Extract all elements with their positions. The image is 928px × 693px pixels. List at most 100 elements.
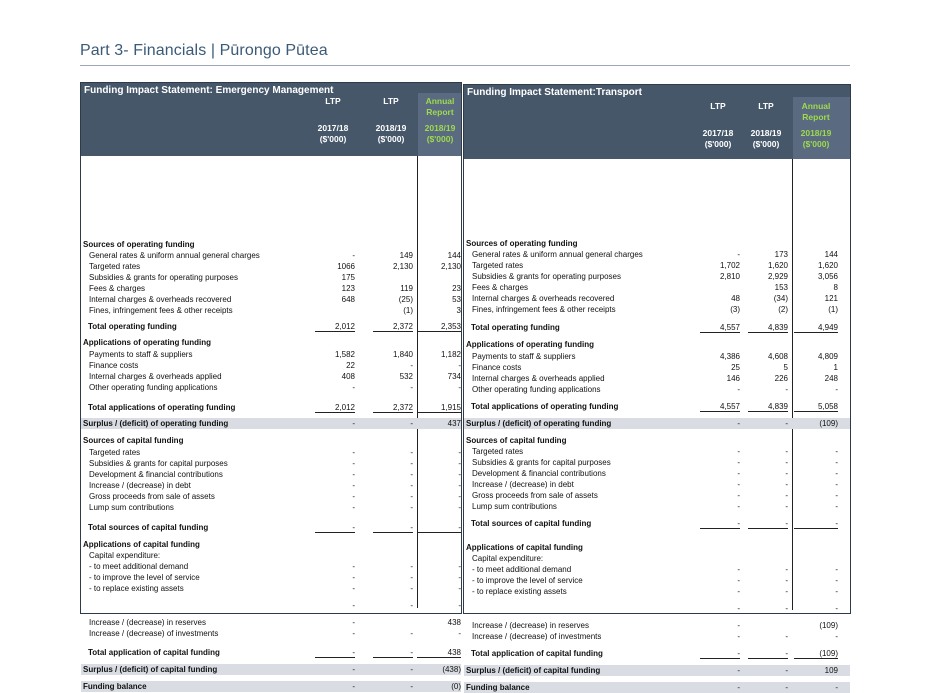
- em-row-value-col2: -: [410, 361, 413, 370]
- transport-row-label: - to meet additional demand: [472, 565, 572, 574]
- em-row-value-col2: -: [410, 481, 413, 490]
- transport-row-label: Applications of operating funding: [466, 340, 594, 349]
- em-table-row: Lump sum contributions - - -: [81, 502, 461, 513]
- transport-total-underline: [748, 332, 788, 333]
- em-table-header: Funding Impact Statement: Emergency Mana…: [81, 83, 461, 156]
- transport-row-value-col1: 2,810: [719, 272, 740, 281]
- em-table-title: Funding Impact Statement: Emergency Mana…: [84, 85, 334, 96]
- em-row-value-col3: -: [458, 562, 461, 571]
- transport-column-header-2-line-4: ($'000): [752, 139, 780, 149]
- transport-row-label: Gross proceeds from sale of assets: [472, 491, 598, 500]
- transport-table-row: Subsidies & grants for capital purposes -…: [464, 457, 850, 468]
- em-annual-report-highlight: [418, 93, 461, 156]
- transport-row-value-col1: -: [737, 385, 740, 394]
- em-total-underline: [417, 412, 461, 413]
- em-row-label: Development & financial contributions: [89, 470, 223, 479]
- transport-row-label: Targeted rates: [472, 447, 524, 456]
- em-row-value-col1: -: [352, 481, 355, 490]
- em-row-label: Payments to staff & suppliers: [89, 350, 193, 359]
- em-column-header-2-line-1: LTP: [383, 96, 399, 106]
- em-row-label: Internal charges & overheads applied: [89, 372, 222, 381]
- em-table-row: Funding balance - - (0): [81, 681, 461, 692]
- transport-column-header-2-line-1: LTP: [758, 101, 774, 111]
- transport-row-label: Payments to staff & suppliers: [472, 352, 576, 361]
- em-row-label: Gross proceeds from sale of assets: [89, 492, 215, 501]
- transport-table-row: - to replace existing assets - - -: [464, 586, 850, 597]
- transport-row-value-col1: 25: [731, 363, 740, 372]
- title-divider: [80, 65, 850, 66]
- em-row-value-col1: -: [352, 419, 355, 428]
- transport-row-value-col3: 121: [824, 294, 838, 303]
- em-row-value-col1: -: [352, 459, 355, 468]
- transport-row-label: Total applications of operating funding: [471, 402, 619, 411]
- em-table-row: Internal charges & overheads applied 408 5…: [81, 371, 461, 382]
- transport-table-row: Applications of operating funding: [464, 339, 850, 350]
- em-row-value-col3: 1,182: [440, 350, 461, 359]
- em-row-label: Targeted rates: [89, 448, 141, 457]
- em-column-header-2-line-3: 2018/19: [375, 123, 407, 133]
- em-row-value-col3: 438: [447, 618, 461, 627]
- em-annual-column-rule: [417, 156, 418, 608]
- transport-table-row: - to meet additional demand - - -: [464, 564, 850, 575]
- em-row-value-col3: -: [458, 481, 461, 490]
- transport-row-value-col3: -: [835, 447, 838, 456]
- transport-row-label: Applications of capital funding: [466, 543, 583, 552]
- em-row-value-col3: 23: [452, 284, 461, 293]
- transport-table-row: General rates & uniform annual general c…: [464, 249, 850, 260]
- em-column-header-2-line-2: [365, 107, 417, 118]
- em-row-value-col3: -: [458, 361, 461, 370]
- em-row-value-col2: -: [410, 562, 413, 571]
- transport-row-label: Targeted rates: [472, 261, 524, 270]
- transport-total-underline: [794, 332, 838, 333]
- em-row-value-col3: -: [458, 503, 461, 512]
- em-table-row: - to meet additional demand - - -: [81, 561, 461, 572]
- em-row-value-col3: 53: [452, 295, 461, 304]
- transport-row-value-col2: -: [785, 587, 788, 596]
- transport-row-value-col3: 109: [824, 666, 838, 675]
- transport-row-label: Sources of capital funding: [466, 436, 567, 445]
- em-column-header-1: LTP 2017/18 ($'000): [307, 96, 359, 145]
- em-table-row: Surplus / (deficit) of capital funding - -…: [81, 664, 461, 675]
- transport-row-value-col3: -: [835, 565, 838, 574]
- em-row-value-col2: -: [410, 665, 413, 674]
- em-row-value-col3: 1,915: [440, 403, 461, 412]
- em-row-label: - to improve the level of service: [89, 573, 200, 582]
- em-column-header-3-line-2: Report: [426, 107, 454, 117]
- em-row-label: Surplus / (deficit) of operating funding: [83, 419, 229, 428]
- em-row-value-col2: 149: [399, 251, 413, 260]
- em-row-value-col3: -: [458, 383, 461, 392]
- transport-row-value-col1: -: [737, 587, 740, 596]
- em-column-header-3-line-4: ($'000): [426, 134, 454, 144]
- transport-table-row: Subsidies & grants for operating purpose…: [464, 271, 850, 282]
- em-row-label: Increase / (decrease) in debt: [89, 481, 191, 490]
- transport-row-value-col1: -: [737, 519, 740, 528]
- em-table-row: Sources of operating funding: [81, 239, 461, 250]
- transport-row-value-col3: 144: [824, 250, 838, 259]
- transport-table-row: Increase / (decrease) in debt - - -: [464, 479, 850, 490]
- em-row-value-col2: -: [410, 573, 413, 582]
- em-row-value-col3: -: [458, 629, 461, 638]
- em-row-value-col3: -: [458, 459, 461, 468]
- em-row-label: Total operating funding: [88, 322, 177, 331]
- em-total-underline: [417, 331, 461, 332]
- em-row-value-col2: 2,130: [392, 262, 413, 271]
- transport-row-label: Development & financial contributions: [472, 469, 606, 478]
- transport-total-underline: [748, 658, 788, 659]
- em-total-underline: [373, 657, 413, 658]
- transport-row-label: Increase / (decrease) in debt: [472, 480, 574, 489]
- em-row-label: Finance costs: [89, 361, 139, 370]
- transport-table-header: Funding Impact Statement:Transport LTP 201…: [464, 85, 850, 159]
- transport-row-value-col1: -: [737, 458, 740, 467]
- transport-row-value-col1: -: [737, 480, 740, 489]
- transport-table-row: Capital expenditure:: [464, 553, 850, 564]
- transport-row-value-col2: 173: [774, 250, 788, 259]
- em-row-value-col1: -: [352, 648, 355, 657]
- transport-row-value-col3: 4,809: [817, 352, 838, 361]
- transport-row-value-col3: 3,056: [817, 272, 838, 281]
- transport-total-underline: [794, 411, 838, 412]
- transport-row-value-col3: -: [835, 469, 838, 478]
- em-row-value-col1: -: [352, 470, 355, 479]
- transport-row-value-col2: -: [785, 469, 788, 478]
- transport-total-underline: [700, 658, 740, 659]
- transport-row-value-col2: -: [785, 666, 788, 675]
